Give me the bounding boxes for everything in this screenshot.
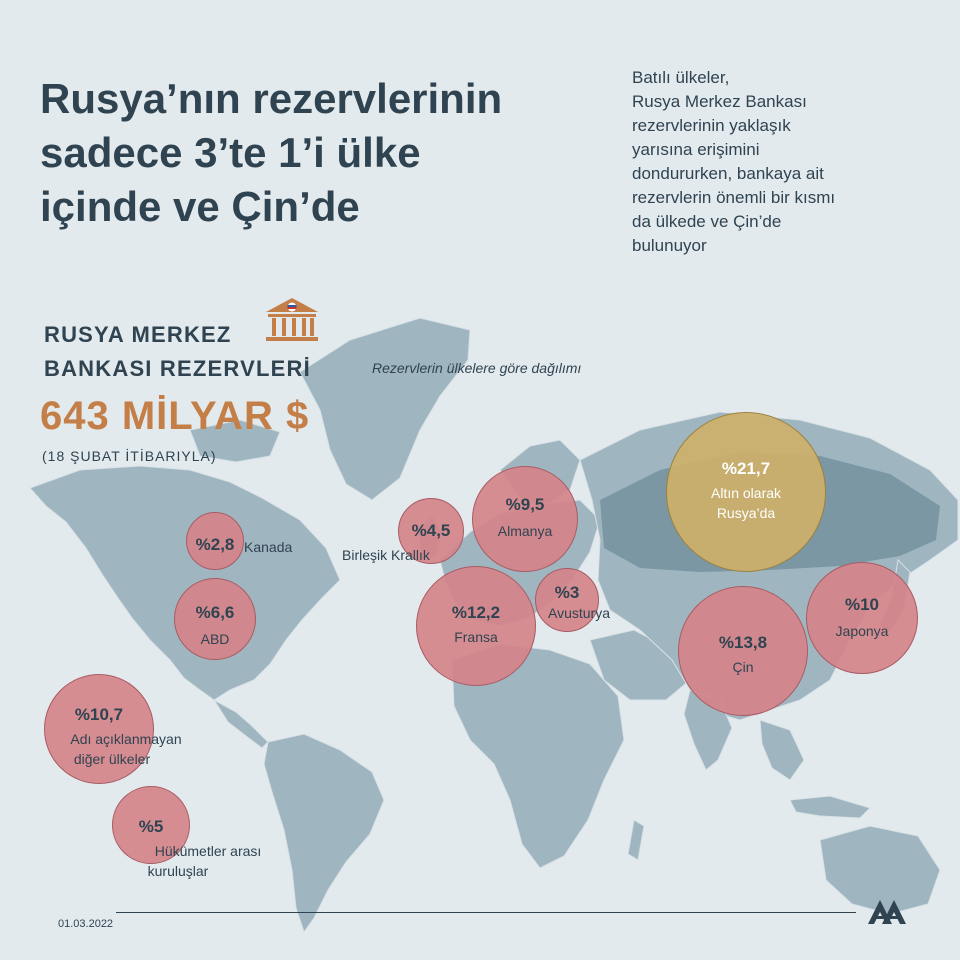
southeast-asia-shape xyxy=(759,719,805,781)
pct-intergov: %5 xyxy=(138,817,164,836)
intro-line-6: rezervlerin önemli bir kısmı xyxy=(632,188,836,207)
intro-line-3: rezervlerinin yaklaşık xyxy=(632,116,791,135)
label-france: Fransa xyxy=(454,629,498,645)
pct-undisclosed: %10,7 xyxy=(74,705,124,724)
bubble-germany xyxy=(472,466,578,572)
australia-shape xyxy=(819,825,941,915)
intro-line-2: Rusya Merkez Bankası xyxy=(632,92,807,111)
intro-line-8: bulunuyor xyxy=(632,236,707,255)
madagascar-shape xyxy=(627,819,645,861)
headline: Rusya’nın rezervlerinin sadece 3’te 1’i … xyxy=(40,72,600,234)
aa-logo-icon xyxy=(868,900,906,924)
headline-line-3: içinde ve Çin’de xyxy=(40,183,360,230)
headline-line-2: sadece 3’te 1’i ülke xyxy=(40,129,421,176)
arctic-islands-shape xyxy=(189,419,281,463)
pct-germany: %9,5 xyxy=(505,495,545,514)
label-intergov-2: kuruluşlar xyxy=(147,863,209,879)
bubble-usa xyxy=(174,578,256,660)
intro-line-1: Batılı ülkeler, xyxy=(632,68,730,87)
bubble-austria xyxy=(535,568,599,632)
bubble-intergov xyxy=(112,786,190,864)
bubble-canada xyxy=(186,512,244,570)
bubble-undisclosed xyxy=(44,674,154,784)
label-japan: Japonya xyxy=(835,623,889,639)
intro-line-5: dondururken, bankaya ait xyxy=(632,164,824,183)
label-undisclosed-2: diğer ülkeler xyxy=(73,751,151,767)
footer-divider xyxy=(116,912,856,913)
intro-line-4: yarısına erişimini xyxy=(632,140,760,159)
bank-building-icon xyxy=(266,298,318,341)
bubble-japan xyxy=(806,562,918,674)
label-germany: Almanya xyxy=(497,523,553,539)
label-intergov-1: Hükümetler arası xyxy=(154,843,262,859)
as-of-date: (18 ŞUBAT İTİBARIYLA) xyxy=(42,448,217,464)
north-america-shape xyxy=(29,465,341,701)
pct-usa: %6,6 xyxy=(195,603,235,622)
pct-japan: %10 xyxy=(844,595,880,614)
intro-text: Batılı ülkeler, Rusya Merkez Bankası rez… xyxy=(632,66,932,258)
bubble-russia-gold xyxy=(666,412,826,572)
bubble-china xyxy=(678,586,808,716)
central-america-shape xyxy=(213,699,269,749)
label-usa: ABD xyxy=(200,631,230,647)
label-russia-gold-2: Rusya’da xyxy=(716,505,776,521)
total-reserves: 643 MİLYAR $ xyxy=(40,394,310,438)
pct-france: %12,2 xyxy=(451,603,501,622)
footer-date: 01.03.2022 xyxy=(58,918,114,930)
pct-china: %13,8 xyxy=(718,633,768,652)
headline-line-1: Rusya’nın rezervlerinin xyxy=(40,75,503,122)
bubble-france xyxy=(416,566,536,686)
label-undisclosed-1: Adı açıklanmayan xyxy=(70,731,182,747)
africa-shape xyxy=(451,643,625,869)
label-china: Çin xyxy=(732,659,754,675)
bank-title: RUSYA MERKEZ BANKASI REZERVLERİ xyxy=(44,318,311,386)
pct-austria: %3 xyxy=(554,583,580,602)
label-russia-gold-1: Altın olarak xyxy=(710,485,782,501)
greenland-shape xyxy=(299,317,471,501)
pct-canada: %2,8 xyxy=(195,535,235,554)
south-america-shape xyxy=(263,733,385,934)
pct-russia-gold: %21,7 xyxy=(721,459,771,478)
bank-title-line-1: RUSYA MERKEZ xyxy=(44,322,232,347)
distribution-subtitle: Rezervlerin ülkelere göre dağılımı xyxy=(372,360,582,376)
bubble-uk xyxy=(398,498,464,564)
label-austria: Avusturya xyxy=(548,605,610,621)
label-uk: Birleşik Krallık xyxy=(342,547,430,563)
pct-uk: %4,5 xyxy=(411,521,451,540)
indonesia-shape xyxy=(789,795,871,819)
label-canada: Kanada xyxy=(244,539,293,555)
bank-title-line-2: BANKASI REZERVLERİ xyxy=(44,356,311,381)
intro-line-7: da ülkede ve Çin’de xyxy=(632,212,782,231)
